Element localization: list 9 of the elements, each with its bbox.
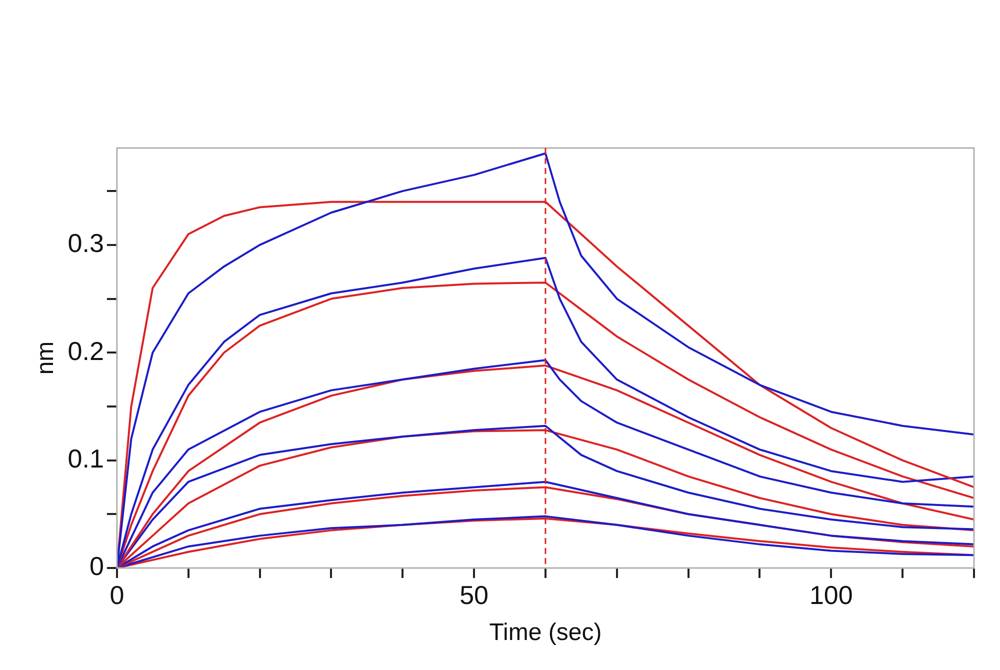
y-tick-label: 0.1 [68, 443, 104, 474]
y-tick-label: 0.3 [68, 228, 104, 258]
x-tick-label: 100 [809, 580, 853, 610]
x-tick-label: 0 [110, 580, 124, 610]
x-tick-label: 50 [460, 580, 489, 610]
x-axis-title: Time (sec) [489, 619, 602, 646]
y-tick-label: 0 [89, 551, 104, 582]
y-tick-label: 0.2 [68, 336, 104, 366]
y-axis-title: nm [32, 341, 60, 375]
